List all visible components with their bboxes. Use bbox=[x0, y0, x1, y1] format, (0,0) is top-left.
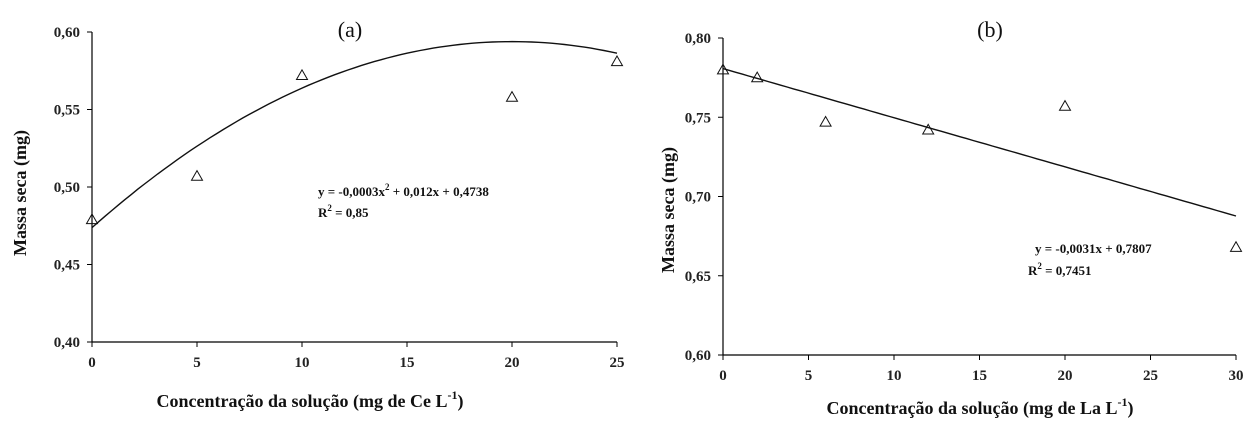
panel-a-equation-main: y = -0,0003x bbox=[318, 184, 385, 199]
panel-b-y-tick-label: 0,60 bbox=[685, 348, 711, 364]
panel-a-y-tick-label: 0,45 bbox=[54, 258, 80, 274]
panel-b-x-tick-label: 0 bbox=[719, 368, 727, 384]
panel-b-r2-end: = 0,7451 bbox=[1042, 263, 1092, 278]
panel-a-xlabel: Concentração da solução (mg de Ce L-1) bbox=[157, 388, 464, 412]
panel-a-x-tick-label: 25 bbox=[610, 355, 625, 371]
panel-a-x-tick-label: 0 bbox=[88, 355, 96, 371]
panel-b-xlabel: Concentração da solução (mg de La L-1) bbox=[827, 395, 1134, 419]
panel-a-data-point bbox=[505, 90, 519, 102]
panel-a-y-tick-label: 0,55 bbox=[54, 103, 80, 119]
panel-a-xlabel-sup: -1 bbox=[447, 388, 457, 402]
panel-a-data-point bbox=[85, 213, 99, 225]
panel-b-fit-curve bbox=[722, 67, 1237, 217]
panel-a-fit-curve bbox=[91, 40, 618, 229]
panel-a-equation-end: + 0,012x + 0,4738 bbox=[390, 184, 490, 199]
panel-b-x-tick-label: 15 bbox=[972, 368, 987, 384]
panel-a-y-tick-label: 0,50 bbox=[54, 180, 80, 196]
panel-a-r2-end: = 0,85 bbox=[332, 205, 369, 220]
panel-a-y-tick-label: 0,40 bbox=[54, 335, 80, 351]
panel-b-x-tick-label: 30 bbox=[1229, 368, 1244, 384]
panel-a-label: (a) bbox=[338, 17, 362, 42]
panel-b-equation: y = -0,0031x + 0,7807 bbox=[1035, 241, 1152, 256]
panel-a-x-tick-label: 5 bbox=[193, 355, 201, 371]
panel-a-xlabel-end: ) bbox=[457, 391, 463, 412]
panel-b-y-tick-label: 0,75 bbox=[685, 110, 711, 126]
panel-a-ylabel: Massa seca (mg) bbox=[10, 130, 31, 256]
panel-b-data-point bbox=[716, 63, 730, 75]
panel-b-r2: R2 = 0,7451 bbox=[1028, 261, 1092, 278]
panel-b-y-tick-label: 0,70 bbox=[685, 190, 711, 206]
panel-b-r2-main: R bbox=[1028, 263, 1038, 278]
panel-b-xlabel-main: Concentração da solução (mg de La L bbox=[827, 398, 1118, 419]
panel-b-y-tick-label: 0,80 bbox=[685, 31, 711, 47]
chart-panel-b: (b) Massa seca (mg) Concentração da solu… bbox=[658, 17, 1244, 419]
panel-b-data-point bbox=[1229, 240, 1243, 252]
panel-b-r2-sup: 2 bbox=[1037, 261, 1042, 271]
panel-b-x-tick-label: 20 bbox=[1058, 368, 1073, 384]
panel-b-equation-main: y = -0,0031x + 0,7807 bbox=[1035, 241, 1152, 256]
panel-b-data-point bbox=[921, 123, 935, 135]
panel-a-x-tick-label: 10 bbox=[295, 355, 310, 371]
panel-a-x-tick-label: 20 bbox=[505, 355, 520, 371]
panel-b-xlabel-end: ) bbox=[1128, 398, 1134, 419]
panel-a-r2: R2 = 0,85 bbox=[318, 203, 369, 220]
panel-b-x-tick-label: 5 bbox=[805, 368, 813, 384]
panel-a-equation: y = -0,0003x2 + 0,012x + 0,4738 bbox=[318, 182, 489, 199]
panel-b-data-point bbox=[1058, 99, 1072, 111]
panel-a-xlabel-main: Concentração da solução (mg de Ce L bbox=[157, 391, 448, 412]
panel-a-equation-sup: 2 bbox=[385, 182, 390, 192]
panel-b-label: (b) bbox=[977, 17, 1003, 42]
panel-b-ylabel: Massa seca (mg) bbox=[658, 147, 679, 273]
panel-a-r2-main: R bbox=[318, 205, 328, 220]
panel-a-data-point bbox=[610, 54, 624, 67]
panel-a-data-point bbox=[190, 169, 204, 181]
panel-b-data-point bbox=[819, 115, 832, 127]
panel-a-r2-sup: 2 bbox=[327, 203, 332, 213]
panel-a-x-tick-label: 15 bbox=[400, 355, 415, 371]
panel-b-x-tick-label: 25 bbox=[1143, 368, 1158, 384]
panel-b-xlabel-sup: -1 bbox=[1118, 395, 1128, 409]
panel-b-y-tick-label: 0,65 bbox=[685, 269, 711, 285]
panel-b-x-tick-label: 10 bbox=[887, 368, 902, 384]
panel-b-data-point bbox=[750, 71, 764, 83]
panel-a-y-tick-label: 0,60 bbox=[54, 25, 80, 41]
chart-panel-a: (a) Massa seca (mg) Concentração da solu… bbox=[10, 17, 625, 412]
panel-a-data-point bbox=[295, 68, 309, 81]
